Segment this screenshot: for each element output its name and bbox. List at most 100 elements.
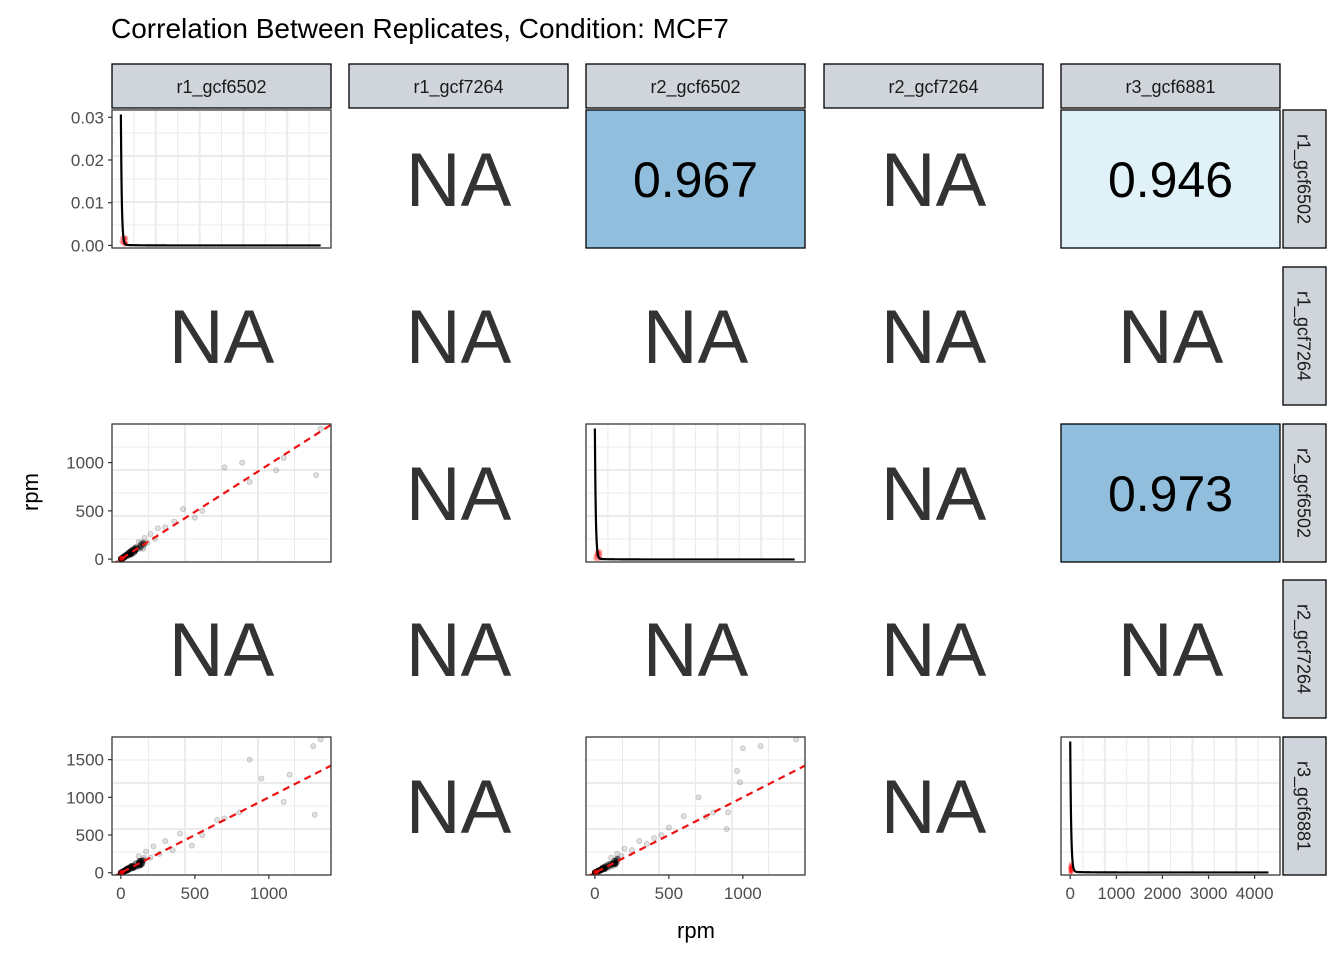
na-label: NA [881, 452, 987, 537]
scatter-point [137, 544, 143, 551]
scatter-point [311, 811, 318, 818]
scatter-point [126, 550, 133, 556]
scatter-point [614, 850, 620, 857]
panel-r1_gcf6502-vs-r1_gcf6502-ytick-label: 0.01 [71, 194, 104, 213]
scatter-point [310, 743, 317, 749]
scatter-point [126, 548, 133, 555]
panel-r3_gcf6881-vs-r1_gcf6502-ytick-label: 0 [95, 864, 104, 883]
na-label: NA [406, 295, 512, 380]
scatter-point [601, 863, 608, 870]
na-label: NA [881, 138, 987, 223]
scatter-origin-point [118, 870, 124, 875]
row-strip-label-r2_gcf6502: r2_gcf6502 [1293, 448, 1314, 538]
density-rug-point [1068, 869, 1074, 875]
scatter-point [117, 869, 124, 875]
scatter-point [612, 857, 619, 864]
scatter-point [117, 869, 124, 875]
scatter-point [757, 743, 764, 749]
scatter-point [137, 858, 144, 864]
scatter-point [592, 869, 598, 875]
panel-r1_gcf7264-vs-r2_gcf7264: NA [881, 295, 987, 380]
panel-r3_gcf6881-vs-r3_gcf6881-xtick-label: 1000 [1097, 884, 1135, 903]
scatter-point [601, 864, 608, 871]
density-rug-point [119, 239, 124, 244]
density-rug-point [1068, 866, 1073, 872]
scatter-point [117, 869, 124, 875]
scatter-point [127, 550, 134, 557]
panel-r2_gcf7264-vs-r2_gcf6502: NA [643, 608, 749, 693]
scatter-point [127, 549, 133, 556]
panel-r3_gcf6881-vs-r1_gcf6502-xtick-label: 1000 [250, 884, 288, 903]
scatter-point [118, 869, 124, 875]
row-strip-r1_gcf7264 [1282, 266, 1327, 406]
panel-border [111, 109, 332, 249]
panel-r3_gcf6881-vs-r1_gcf6502-ytick-label: 500 [76, 826, 104, 845]
scatter-point [147, 531, 154, 537]
panel-r2_gcf6502-vs-r1_gcf6502: 0 500 1000 [66, 423, 332, 569]
na-label: NA [1118, 608, 1224, 693]
panel-r2_gcf7264-vs-r2_gcf7264: NA [881, 608, 987, 693]
scatter-point [117, 869, 124, 875]
scatter-point [608, 854, 615, 861]
scatter-point [191, 514, 198, 521]
na-label: NA [881, 295, 987, 380]
density-rug-point [598, 550, 603, 555]
scatter-point [592, 869, 598, 875]
scatter-point [592, 869, 598, 875]
density-rug-point [1068, 865, 1073, 870]
panel-border [585, 423, 806, 563]
panel-border [585, 736, 806, 876]
scatter-point [138, 858, 145, 864]
fit-line [588, 764, 805, 875]
scatter-point [118, 869, 124, 875]
scatter-point [695, 794, 702, 801]
scatter-point [280, 798, 287, 805]
density-rug-point [598, 549, 603, 554]
density-rug-point [119, 240, 125, 245]
scatter-point [592, 869, 598, 875]
panel-r1_gcf6502-vs-r1_gcf6502: 0.00 0.01 0.02 0.03 [71, 108, 332, 255]
scatter-point [611, 857, 618, 864]
panel-r1_gcf6502-vs-r1_gcf7264: NA [406, 138, 512, 223]
scatter-point [239, 459, 246, 466]
panel-r3_gcf6881-vs-r2_gcf6502: 0 500 1000 [585, 736, 806, 903]
density-rug-point [1068, 867, 1073, 872]
x-axis-label: rpm [677, 918, 715, 943]
panel-r3_gcf6881-vs-r2_gcf6502-xtick-label: 0 [590, 884, 599, 903]
scatter-point [592, 869, 598, 875]
column-strip-r1_gcf6502 [111, 63, 332, 109]
scatter-point [169, 847, 176, 854]
scatter-point [246, 756, 253, 763]
row-strip-label-r1_gcf7264: r1_gcf7264 [1293, 291, 1314, 381]
correlation-tile [1060, 423, 1281, 563]
density-rug-point [593, 556, 598, 562]
column-strips: r1_gcf6502 r1_gcf7264 r2_gcf6502 r2_gcf7264… [111, 63, 1281, 109]
na-label: NA [406, 452, 512, 537]
na-label: NA [643, 608, 749, 693]
scatter-point [162, 838, 169, 844]
row-strip-label-r1_gcf6502: r1_gcf6502 [1293, 134, 1314, 224]
scatter-origin-point [118, 870, 124, 875]
scatter-point [601, 864, 608, 871]
column-strip-label-r1_gcf7264: r1_gcf7264 [413, 77, 503, 98]
column-strip-label-r2_gcf7264: r2_gcf7264 [888, 77, 978, 98]
density-rug-point [1068, 869, 1073, 875]
density-rug-point [1068, 869, 1073, 874]
scatter-point [313, 472, 320, 479]
density-curve [593, 428, 795, 561]
scatter-point [723, 826, 730, 832]
panel-r2_gcf7264-vs-r3_gcf6881: NA [1118, 608, 1224, 693]
panel-r1_gcf6502-vs-r1_gcf6502-ytick-label: 0.03 [71, 108, 104, 127]
scatter-point [139, 859, 146, 866]
scatter-point [137, 543, 143, 550]
na-label: NA [169, 295, 275, 380]
scatter-point [591, 869, 598, 875]
density-rug-point [1068, 865, 1073, 871]
row-strips: r1_gcf6502 r1_gcf7264 r2_gcf6502 r2_gcf7264… [1282, 109, 1327, 876]
panel-r1_gcf6502-vs-r2_gcf6502: 0.967 [585, 109, 806, 249]
scatter-point [601, 863, 608, 870]
panel-r2_gcf6502-vs-r3_gcf6881: 0.973 [1060, 423, 1281, 563]
scatter-point [118, 869, 124, 875]
panel-r1_gcf7264-vs-r2_gcf6502: NA [643, 295, 749, 380]
